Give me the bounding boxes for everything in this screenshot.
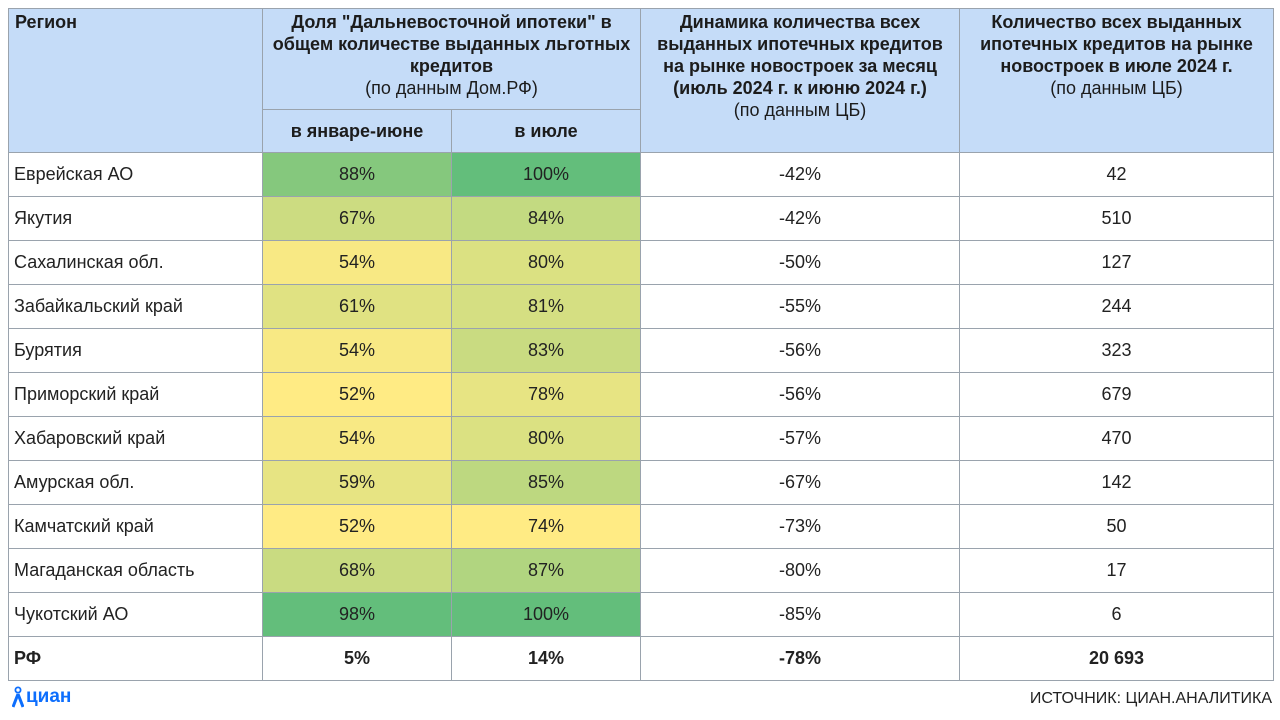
total-jan-jun: 5% (262, 636, 452, 681)
cell-july: 87% (451, 548, 641, 593)
header-share: Доля "Дальневосточной ипотеки" в общем к… (262, 8, 641, 110)
table-row: Чукотский АО 98% 100% -85% 6 (8, 592, 1274, 637)
cell-jan-jun: 54% (262, 240, 452, 285)
cell-count: 17 (959, 548, 1274, 593)
cell-count: 6 (959, 592, 1274, 637)
header-count: Количество всех выданных ипотечных креди… (959, 8, 1274, 153)
header-dynamics: Динамика количества всех выданных ипотеч… (640, 8, 960, 153)
cell-region: Якутия (8, 196, 263, 241)
cell-jan-jun: 52% (262, 372, 452, 417)
cell-dynamics: -50% (640, 240, 960, 285)
cell-count: 244 (959, 284, 1274, 329)
cell-count: 127 (959, 240, 1274, 285)
total-dynamics: -78% (640, 636, 960, 681)
cell-july: 83% (451, 328, 641, 373)
table-row: Хабаровский край 54% 80% -57% 470 (8, 416, 1274, 461)
cell-region: Бурятия (8, 328, 263, 373)
cell-july: 80% (451, 240, 641, 285)
table-row: Приморский край 52% 78% -56% 679 (8, 372, 1274, 417)
cell-region: Хабаровский край (8, 416, 263, 461)
cian-logo: циан (12, 686, 71, 708)
cell-count: 323 (959, 328, 1274, 373)
header-july: в июле (451, 109, 641, 153)
table-row: Камчатский край 52% 74% -73% 50 (8, 504, 1274, 549)
source-note: ИСТОЧНИК: ЦИАН.АНАЛИТИКА (1029, 690, 1272, 707)
cell-july: 78% (451, 372, 641, 417)
table-row: Амурская обл. 59% 85% -67% 142 (8, 460, 1274, 505)
cell-count: 510 (959, 196, 1274, 241)
total-july: 14% (451, 636, 641, 681)
cell-jan-jun: 61% (262, 284, 452, 329)
cell-jan-jun: 68% (262, 548, 452, 593)
cell-dynamics: -42% (640, 196, 960, 241)
cell-jan-jun: 52% (262, 504, 452, 549)
mortgage-table: Регион Доля "Дальневосточной ипотеки" в … (8, 8, 1274, 681)
cell-july: 81% (451, 284, 641, 329)
cell-jan-jun: 54% (262, 328, 452, 373)
table-row: Бурятия 54% 83% -56% 323 (8, 328, 1274, 373)
header-jan-jun: в январе-июне (262, 109, 452, 153)
cell-region: Забайкальский край (8, 284, 263, 329)
cell-dynamics: -73% (640, 504, 960, 549)
cell-dynamics: -56% (640, 372, 960, 417)
cell-july: 80% (451, 416, 641, 461)
cell-count: 142 (959, 460, 1274, 505)
cell-dynamics: -57% (640, 416, 960, 461)
cell-july: 74% (451, 504, 641, 549)
cell-july: 100% (451, 152, 641, 197)
cell-region: Камчатский край (8, 504, 263, 549)
cell-count: 42 (959, 152, 1274, 197)
cell-dynamics: -67% (640, 460, 960, 505)
cell-region: Чукотский АО (8, 592, 263, 637)
total-count: 20 693 (959, 636, 1274, 681)
cell-july: 85% (451, 460, 641, 505)
table-row: Еврейская АО 88% 100% -42% 42 (8, 152, 1274, 197)
cell-jan-jun: 88% (262, 152, 452, 197)
cell-region: Приморский край (8, 372, 263, 417)
cell-region: Амурская обл. (8, 460, 263, 505)
cell-count: 470 (959, 416, 1274, 461)
total-row: РФ 5% 14% -78% 20 693 (8, 636, 1274, 681)
cell-dynamics: -56% (640, 328, 960, 373)
cell-region: Сахалинская обл. (8, 240, 263, 285)
logo-text: циан (26, 686, 72, 707)
table-row: Забайкальский край 61% 81% -55% 244 (8, 284, 1274, 329)
table-row: Якутия 67% 84% -42% 510 (8, 196, 1274, 241)
cell-july: 84% (451, 196, 641, 241)
cell-jan-jun: 59% (262, 460, 452, 505)
cell-count: 679 (959, 372, 1274, 417)
cell-jan-jun: 67% (262, 196, 452, 241)
cell-jan-jun: 54% (262, 416, 452, 461)
total-region: РФ (8, 636, 263, 681)
cell-dynamics: -55% (640, 284, 960, 329)
table-row: Сахалинская обл. 54% 80% -50% 127 (8, 240, 1274, 285)
header-region: Регион (8, 8, 263, 153)
cell-region: Еврейская АО (8, 152, 263, 197)
table-row: Магаданская область 68% 87% -80% 17 (8, 548, 1274, 593)
cian-logo-icon (12, 686, 24, 708)
cell-dynamics: -80% (640, 548, 960, 593)
cell-dynamics: -42% (640, 152, 960, 197)
cell-july: 100% (451, 592, 641, 637)
cell-region: Магаданская область (8, 548, 263, 593)
cell-jan-jun: 98% (262, 592, 452, 637)
cell-count: 50 (959, 504, 1274, 549)
cell-dynamics: -85% (640, 592, 960, 637)
